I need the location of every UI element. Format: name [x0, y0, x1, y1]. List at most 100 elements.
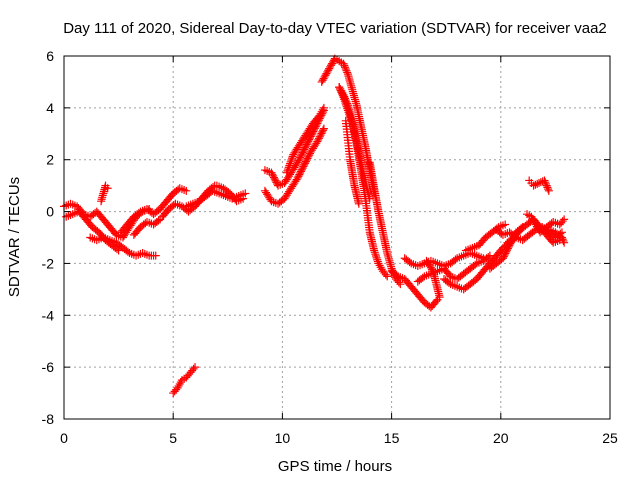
series-arc-c	[86, 233, 160, 260]
data-point	[324, 66, 333, 75]
data-point	[540, 176, 549, 185]
data-point	[318, 76, 327, 85]
data-point	[336, 86, 345, 95]
data-point	[328, 57, 337, 66]
data-point	[283, 166, 292, 175]
data-point	[191, 363, 200, 372]
data-point	[287, 155, 296, 164]
y-tick-label: 4	[46, 100, 54, 116]
x-tick-label: 0	[60, 430, 68, 446]
data-point	[501, 220, 510, 229]
data-point	[151, 251, 160, 260]
data-point	[286, 159, 295, 168]
ticks	[63, 55, 611, 420]
data-point	[335, 83, 344, 92]
data-point	[322, 69, 331, 78]
data-point	[432, 297, 441, 306]
series-arc-d	[97, 181, 112, 206]
data-point	[288, 152, 297, 161]
data-point	[541, 179, 550, 188]
data-point	[342, 66, 351, 75]
data-point	[347, 117, 356, 126]
data-point	[177, 185, 186, 194]
data-point	[342, 102, 351, 111]
series-arc-u	[413, 251, 494, 286]
data-point	[321, 71, 330, 80]
data-point	[217, 183, 226, 192]
data-point	[323, 67, 332, 76]
chart-title: Day 111 of 2020, Sidereal Day-to-day VTE…	[63, 20, 607, 37]
data-point	[341, 64, 350, 73]
data-point	[560, 215, 569, 224]
data-point	[342, 100, 351, 109]
data-point	[531, 180, 540, 189]
data-point	[373, 257, 382, 266]
data-point	[286, 157, 295, 166]
data-point	[312, 139, 321, 148]
data-point	[180, 185, 189, 194]
data-point	[535, 179, 544, 188]
series-arc-m	[282, 103, 328, 177]
data-point	[182, 186, 191, 195]
data-point	[292, 175, 301, 184]
data-point	[319, 124, 328, 133]
data-point	[409, 260, 418, 269]
data-point	[327, 61, 336, 70]
data-point	[559, 236, 568, 245]
series-arc-e	[116, 184, 191, 237]
data-point	[541, 178, 550, 187]
data-point	[543, 183, 552, 192]
data-point	[319, 126, 328, 135]
grid	[64, 56, 610, 419]
series-arc-s	[387, 267, 442, 312]
data-point	[326, 62, 335, 71]
data-point	[346, 113, 355, 122]
data-point	[239, 194, 248, 203]
data-point	[340, 61, 349, 70]
y-tick-label: -6	[42, 359, 55, 375]
series-arc-i	[212, 181, 248, 206]
y-tick-label: -2	[42, 255, 55, 271]
x-tick-label: 25	[602, 430, 618, 446]
series-arc-x	[461, 220, 510, 255]
series-arc-q	[341, 116, 363, 208]
data-point	[343, 104, 352, 113]
series-arc-k	[260, 124, 328, 208]
data-point	[343, 68, 352, 77]
data-point	[338, 91, 347, 100]
series-arc-n	[317, 54, 379, 198]
data-point	[542, 181, 551, 190]
data-point	[285, 161, 294, 170]
series-arc-p	[335, 83, 392, 281]
series-arc-w	[422, 256, 444, 302]
data-point	[317, 107, 326, 116]
data-point	[88, 234, 97, 243]
data-point	[282, 168, 291, 177]
data-point	[338, 90, 347, 99]
data-point	[544, 186, 553, 195]
data-point	[134, 250, 143, 259]
data-point	[142, 250, 151, 259]
y-tick-label: 6	[46, 48, 54, 64]
data-marks	[60, 54, 569, 398]
data-point	[320, 72, 329, 81]
data-point	[372, 252, 380, 261]
series-arc-a	[60, 199, 154, 242]
series-arc-j	[169, 363, 200, 398]
tick-labels: 0 5 10 15 20 25 -8 -6 -4 -2 0 2 4 6	[42, 48, 618, 446]
data-point	[127, 249, 136, 258]
data-point	[381, 270, 390, 279]
data-point	[140, 249, 149, 258]
data-point	[175, 201, 184, 210]
data-point	[319, 74, 328, 83]
plot-frame	[63, 55, 611, 420]
data-point	[343, 106, 352, 115]
data-point	[435, 293, 444, 302]
data-point	[103, 184, 112, 193]
y-tick-label: -4	[42, 307, 55, 323]
x-axis-label: GPS time / hours	[278, 458, 392, 475]
data-point	[373, 255, 382, 264]
data-point	[345, 112, 354, 121]
data-point	[340, 95, 349, 104]
